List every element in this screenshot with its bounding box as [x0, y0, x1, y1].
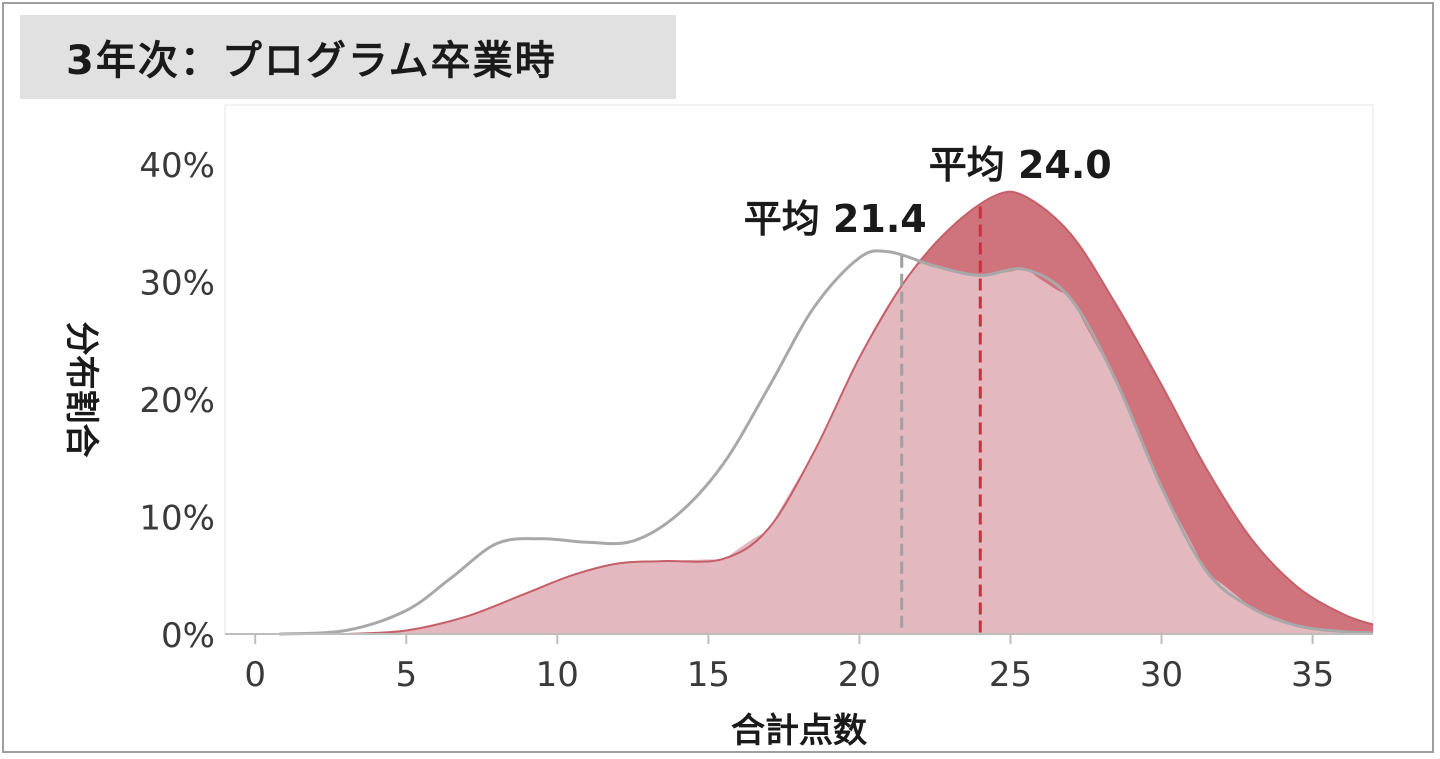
x-tick-label: 25 [989, 655, 1032, 695]
x-tick-label: 30 [1140, 655, 1183, 695]
chart-title: 3年次：プログラム卒業時 [20, 15, 676, 99]
x-tick-label: 10 [536, 655, 579, 695]
x-tick-label: 20 [838, 655, 881, 695]
x-axis-title: 合計点数 [731, 711, 867, 751]
x-tick-label: 0 [244, 655, 266, 695]
x-tick-label: 35 [1291, 655, 1334, 695]
y-tick-label: 10% [139, 498, 215, 538]
y-axis-title: 分布割合 [61, 322, 101, 458]
mean-label-after: 平均 24.0 [929, 143, 1112, 187]
y-tick-label: 0% [161, 616, 215, 656]
y-tick-label: 20% [139, 381, 215, 421]
mean-label-before: 平均 21.4 [744, 197, 927, 241]
y-tick-label: 30% [139, 263, 215, 303]
x-tick-label: 5 [395, 655, 417, 695]
x-tick-label: 15 [687, 655, 730, 695]
series-line [279, 249, 1374, 636]
y-tick-label: 40% [139, 146, 215, 186]
series-area-line [345, 190, 1374, 635]
series-overlap-fill [345, 262, 1373, 634]
